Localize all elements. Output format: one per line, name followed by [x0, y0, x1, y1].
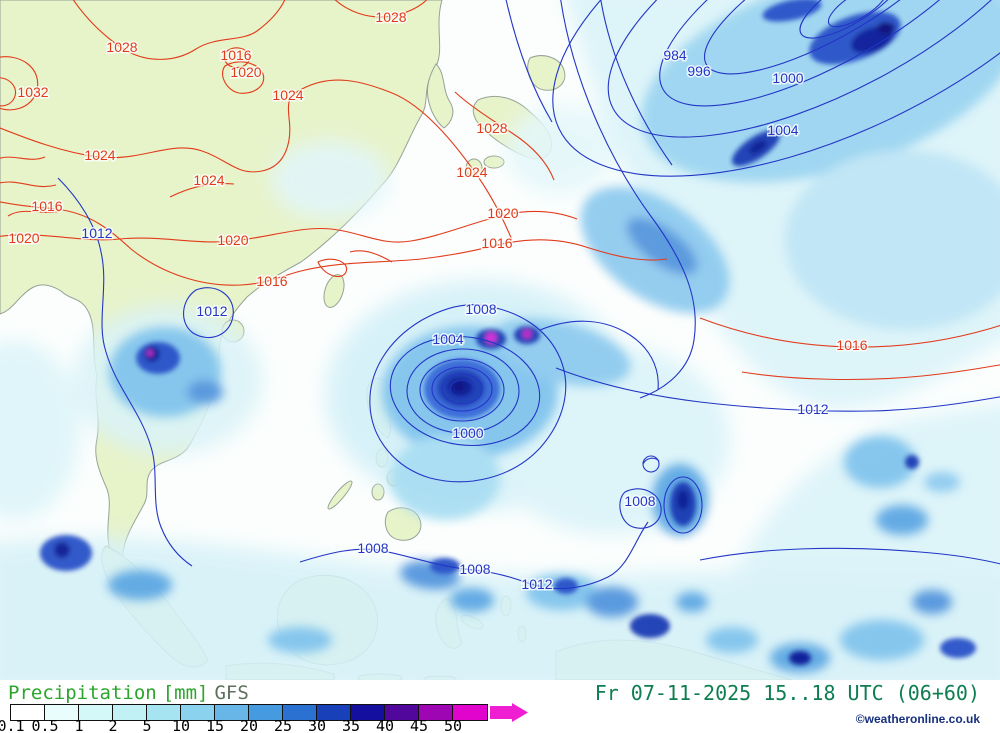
scale-segment — [419, 705, 453, 720]
pressure-label-1016: 1016 — [836, 337, 867, 353]
pressure-label-1032: 1032 — [17, 84, 48, 100]
pressure-label-1012: 1012 — [81, 225, 112, 241]
legend-model-label: GFS — [214, 682, 249, 704]
isobars-high — [0, 0, 1000, 381]
pressure-label-1012: 1012 — [521, 576, 552, 592]
map-area: 1028 1028 1016 1020 1032 1024 1028 1024 1024 1024… — [0, 0, 1000, 680]
legend-title: Precipitation [mm] GFS — [8, 682, 255, 704]
pressure-label-1000: 1000 — [772, 70, 803, 86]
pressure-label-1020: 1020 — [8, 230, 39, 246]
pressure-label-1012: 1012 — [797, 401, 828, 417]
pressure-label-1008: 1008 — [357, 540, 388, 556]
pressure-label-1020: 1020 — [487, 205, 518, 221]
scale-value: 30 — [307, 717, 327, 733]
pressure-label-984: 984 — [663, 47, 687, 63]
scale-segment — [283, 705, 317, 720]
precip-scale — [10, 703, 528, 722]
scale-segment — [249, 705, 283, 720]
copyright: ©weatheronline.co.uk — [855, 712, 980, 726]
scale-segment — [453, 705, 487, 720]
scale-value: 1 — [74, 717, 84, 733]
pressure-label-1016: 1016 — [481, 235, 512, 251]
pressure-label-1028: 1028 — [476, 120, 507, 136]
pressure-label-1024: 1024 — [272, 87, 303, 103]
pressure-label-1020: 1020 — [230, 64, 261, 80]
pressure-label-1004: 1004 — [767, 122, 798, 138]
pressure-label-1008: 1008 — [459, 561, 490, 577]
isobars-low — [57, 0, 1000, 590]
scale-value: 45 — [409, 717, 429, 733]
pressure-label-1024: 1024 — [193, 172, 224, 188]
scale-value: 20 — [239, 717, 259, 733]
pressure-label-1028: 1028 — [375, 9, 406, 25]
scale-segment — [79, 705, 113, 720]
scale-segment — [181, 705, 215, 720]
scale-segment — [113, 705, 147, 720]
scale-segment — [317, 705, 351, 720]
legend-parameter-label: Precipitation — [8, 682, 157, 704]
scale-segment — [45, 705, 79, 720]
pressure-label-1012: 1012 — [196, 303, 227, 319]
pressure-label-1016: 1016 — [256, 273, 287, 289]
scale-segment — [11, 705, 45, 720]
scale-value: 10 — [171, 717, 191, 733]
forecast-datetime: Fr 07-11-2025 15..18 UTC (06+60) — [594, 681, 980, 705]
legend-unit-label: [mm] — [162, 682, 209, 704]
scale-value: 25 — [273, 717, 293, 733]
pressure-label-1008: 1008 — [465, 301, 496, 317]
scale-value: 0.5 — [31, 717, 59, 733]
pressure-label-1016: 1016 — [31, 198, 62, 214]
legend-bar: Precipitation [mm] GFS Fr 07-11-2025 15..1… — [0, 680, 1000, 733]
scale-segment — [385, 705, 419, 720]
scale-segment — [351, 705, 385, 720]
scale-segment — [147, 705, 181, 720]
precip-scale-segments — [10, 704, 488, 721]
pressure-label-1024: 1024 — [84, 147, 115, 163]
scale-value: 35 — [341, 717, 361, 733]
precip-scale-values: 0.1 0.5 1 2 5 10 15 20 25 30 35 40 45 50 — [0, 717, 620, 733]
pressure-label-1016: 1016 — [220, 47, 251, 63]
scale-value: 2 — [108, 717, 118, 733]
scale-value: 40 — [375, 717, 395, 733]
pressure-label-1028: 1028 — [106, 39, 137, 55]
scale-value: 15 — [205, 717, 225, 733]
scale-segment — [215, 705, 249, 720]
scale-arrow-icon — [490, 703, 528, 722]
pressure-label-1000: 1000 — [452, 425, 483, 441]
pressure-label-1024: 1024 — [456, 164, 487, 180]
scale-value: 0.1 — [0, 717, 25, 733]
scale-value: 50 — [443, 717, 463, 733]
pressure-label-996: 996 — [687, 63, 711, 79]
pressure-label-1020: 1020 — [217, 232, 248, 248]
pressure-label-1008: 1008 — [624, 493, 655, 509]
pressure-label-1004: 1004 — [432, 331, 463, 347]
scale-value: 5 — [142, 717, 152, 733]
